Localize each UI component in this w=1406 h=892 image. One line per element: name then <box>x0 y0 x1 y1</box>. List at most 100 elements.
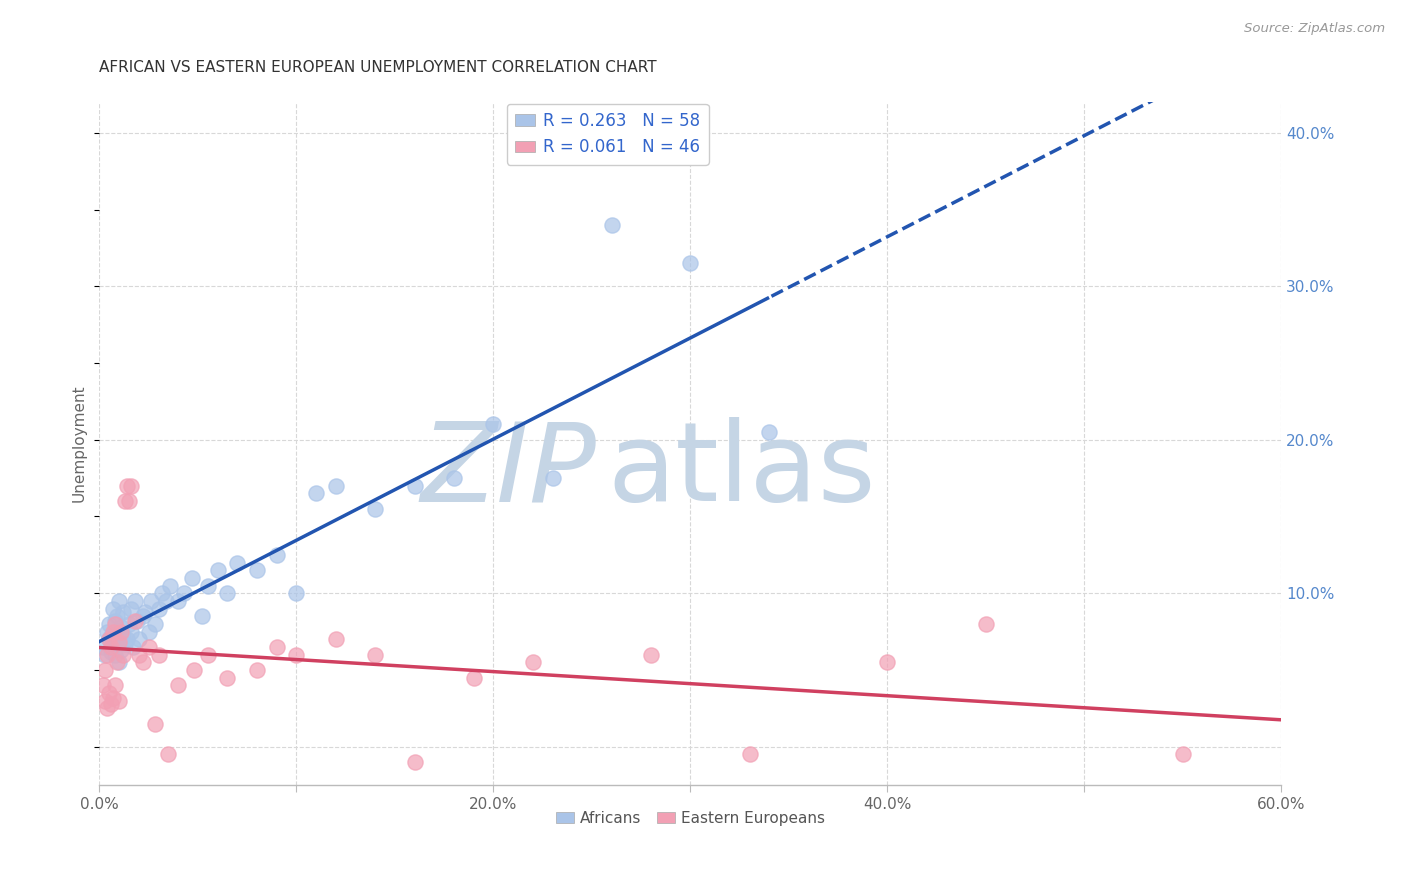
Point <box>125 614 148 628</box>
Point <box>103 690 125 705</box>
Point <box>266 548 288 562</box>
Point <box>100 640 122 654</box>
Point <box>138 624 160 639</box>
Point <box>152 586 174 600</box>
Point <box>96 648 118 662</box>
Point <box>148 648 170 662</box>
Point <box>114 494 136 508</box>
Point <box>246 563 269 577</box>
Point <box>159 578 181 592</box>
Point <box>364 501 387 516</box>
Point <box>103 635 125 649</box>
Point <box>104 614 127 628</box>
Point <box>110 624 132 639</box>
Point <box>217 671 239 685</box>
Text: ZIP: ZIP <box>420 417 596 524</box>
Point <box>120 601 142 615</box>
Point <box>325 479 347 493</box>
Point <box>124 594 146 608</box>
Point <box>118 494 141 508</box>
Point <box>112 648 135 662</box>
Point <box>157 747 180 762</box>
Point <box>974 616 997 631</box>
Point <box>100 629 122 643</box>
Point <box>207 563 229 577</box>
Text: atlas: atlas <box>607 417 876 524</box>
Point <box>98 686 121 700</box>
Point <box>98 632 121 647</box>
Point <box>115 479 138 493</box>
Point <box>148 601 170 615</box>
Point <box>124 614 146 628</box>
Point <box>96 701 118 715</box>
Point <box>1171 747 1194 762</box>
Point <box>191 609 214 624</box>
Point <box>482 417 505 432</box>
Point <box>108 655 131 669</box>
Point <box>98 632 121 647</box>
Point <box>404 755 426 769</box>
Point <box>94 648 117 662</box>
Point <box>876 655 898 669</box>
Point <box>217 586 239 600</box>
Point <box>404 479 426 493</box>
Point <box>94 694 117 708</box>
Point <box>112 605 135 619</box>
Point <box>132 609 155 624</box>
Point <box>120 624 142 639</box>
Point <box>100 644 122 658</box>
Point <box>120 479 142 493</box>
Y-axis label: Unemployment: Unemployment <box>72 384 86 502</box>
Legend: Africans, Eastern Europeans: Africans, Eastern Europeans <box>550 805 831 832</box>
Point <box>104 616 127 631</box>
Point <box>183 663 205 677</box>
Point <box>104 678 127 692</box>
Point <box>128 632 150 647</box>
Point <box>96 624 118 639</box>
Point <box>122 640 145 654</box>
Point <box>266 640 288 654</box>
Point <box>115 632 138 647</box>
Point <box>112 628 135 642</box>
Text: AFRICAN VS EASTERN EUROPEAN UNEMPLOYMENT CORRELATION CHART: AFRICAN VS EASTERN EUROPEAN UNEMPLOYMENT… <box>100 60 657 75</box>
Point <box>522 655 544 669</box>
Point <box>105 655 128 669</box>
Point <box>94 663 117 677</box>
Point <box>114 637 136 651</box>
Point <box>103 601 125 615</box>
Point <box>104 648 127 662</box>
Point <box>108 635 131 649</box>
Point <box>181 571 204 585</box>
Point <box>679 256 702 270</box>
Point <box>134 605 156 619</box>
Point <box>600 218 623 232</box>
Point <box>105 609 128 624</box>
Point <box>108 594 131 608</box>
Point <box>197 578 219 592</box>
Point <box>105 632 128 647</box>
Point <box>285 586 308 600</box>
Point <box>110 620 132 634</box>
Point <box>128 648 150 662</box>
Point <box>226 556 249 570</box>
Point <box>98 616 121 631</box>
Point <box>103 624 125 639</box>
Point <box>443 471 465 485</box>
Point <box>93 678 115 692</box>
Point <box>167 678 190 692</box>
Point <box>197 648 219 662</box>
Point <box>118 616 141 631</box>
Point <box>246 663 269 677</box>
Text: Source: ZipAtlas.com: Source: ZipAtlas.com <box>1244 22 1385 36</box>
Point <box>640 648 662 662</box>
Point <box>139 594 162 608</box>
Point <box>738 747 761 762</box>
Point <box>758 425 780 439</box>
Point <box>325 632 347 647</box>
Point <box>143 716 166 731</box>
Point <box>143 616 166 631</box>
Point <box>93 640 115 654</box>
Point <box>110 643 132 657</box>
Point <box>108 694 131 708</box>
Point <box>155 594 177 608</box>
